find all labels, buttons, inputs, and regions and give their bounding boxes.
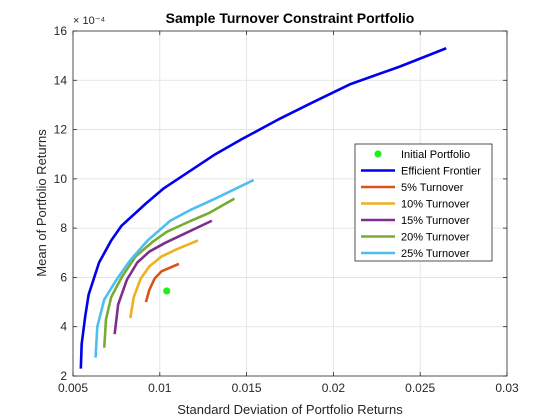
y-tick-label: 6 xyxy=(60,270,67,284)
series-line-25-turnover xyxy=(94,178,255,358)
x-tick-label: 0.02 xyxy=(322,381,346,395)
legend-label-20-turnover: 20% Turnover xyxy=(401,232,470,244)
legend-label-15-turnover: 15% Turnover xyxy=(401,215,470,227)
y-tick-label: 14 xyxy=(54,73,68,87)
y-exponent-label: × 10⁻⁴ xyxy=(73,15,106,27)
x-tick-label: 0.025 xyxy=(405,381,435,395)
y-tick-label: 8 xyxy=(60,221,67,235)
axis-ticks: 0.005 0.01 0.015 0.02 0.025 0.03 2 4 6 8 10 12 14 16 xyxy=(54,24,519,395)
x-axis-label: Standard Deviation of Portfolio Returns xyxy=(177,402,403,417)
legend: Initial Portfolio Efficient Frontier 5% Tu… xyxy=(354,143,493,262)
legend-label-efficient-frontier: Efficient Frontier xyxy=(401,166,481,178)
series-marker-initial-portfolio xyxy=(163,287,171,295)
y-tick-label: 2 xyxy=(60,369,67,383)
chart-title: Sample Turnover Constraint Portfolio xyxy=(166,10,415,26)
series-line-efficient-frontier xyxy=(79,47,447,369)
y-tick-label: 4 xyxy=(60,320,67,334)
legend-label-10-turnover: 10% Turnover xyxy=(401,199,470,211)
plot-area-border xyxy=(72,30,508,377)
x-tick-label: 0.015 xyxy=(232,381,262,395)
series-line-20-turnover xyxy=(102,197,236,348)
x-tick-label: 0.005 xyxy=(58,381,88,395)
y-tick-label: 12 xyxy=(54,123,68,137)
series-line-5-turnover xyxy=(144,262,180,303)
series-lines xyxy=(79,47,447,369)
x-tick-label: 0.03 xyxy=(495,381,519,395)
y-axis-label: Mean of Portfolio Returns xyxy=(34,129,49,277)
legend-label-initial-portfolio: Initial Portfolio xyxy=(401,149,470,161)
legend-label-25-turnover: 25% Turnover xyxy=(401,248,470,260)
x-tick-label: 0.01 xyxy=(148,381,172,395)
legend-swatch-initial-portfolio xyxy=(374,150,382,158)
series-line-15-turnover xyxy=(113,219,213,335)
legend-label-5-turnover: 5% Turnover xyxy=(401,182,464,194)
y-tick-label: 16 xyxy=(54,24,68,38)
series-line-10-turnover xyxy=(129,239,199,319)
y-tick-label: 10 xyxy=(54,172,68,186)
